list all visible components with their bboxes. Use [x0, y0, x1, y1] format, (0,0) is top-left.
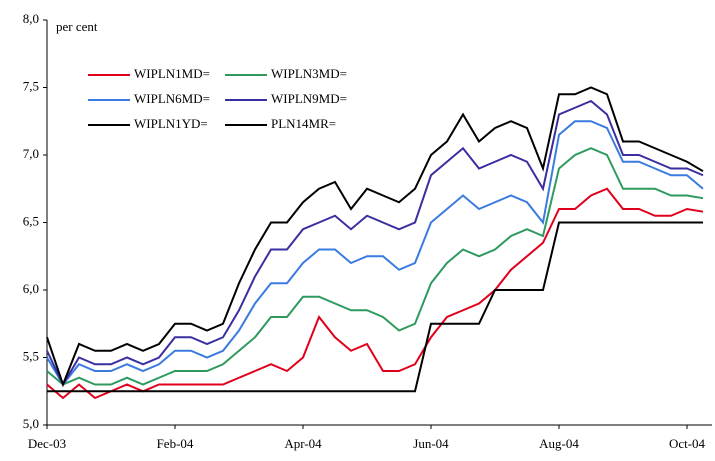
- legend-label: WIPLN1MD=: [134, 66, 210, 81]
- legend-label: PLN14MR=: [271, 116, 336, 131]
- series-line: [47, 221, 703, 393]
- x-tick-label: Oct-04: [669, 436, 706, 451]
- x-tick-label: Aug-04: [539, 436, 579, 451]
- legend-label: WIPLN6MD=: [134, 91, 210, 106]
- series-line: [46, 147, 704, 386]
- y-tick-label: 5,0: [23, 416, 39, 431]
- y-tick-label: 6,0: [23, 281, 39, 296]
- series-line: [46, 86, 704, 388]
- legend-label: WIPLN1YD=: [134, 116, 208, 131]
- y-tick-label: 7,0: [23, 146, 39, 161]
- x-tick-label: Jun-04: [413, 436, 449, 451]
- legend-label: WIPLN3MD=: [271, 66, 347, 81]
- series-line: [46, 187, 704, 400]
- y-tick-label: 6,5: [23, 213, 39, 228]
- y-tick-label: 5,5: [23, 348, 39, 363]
- y-axis-label: per cent: [56, 19, 98, 34]
- x-tick-label: Dec-03: [28, 436, 66, 451]
- series-line: [46, 99, 704, 387]
- y-tick-label: 7,5: [23, 78, 39, 93]
- x-tick-label: Feb-04: [157, 436, 194, 451]
- series-line: [46, 120, 704, 387]
- x-tick-label: Apr-04: [284, 436, 322, 451]
- legend-label: WIPLN9MD=: [271, 91, 347, 106]
- y-tick-label: 8,0: [23, 11, 39, 26]
